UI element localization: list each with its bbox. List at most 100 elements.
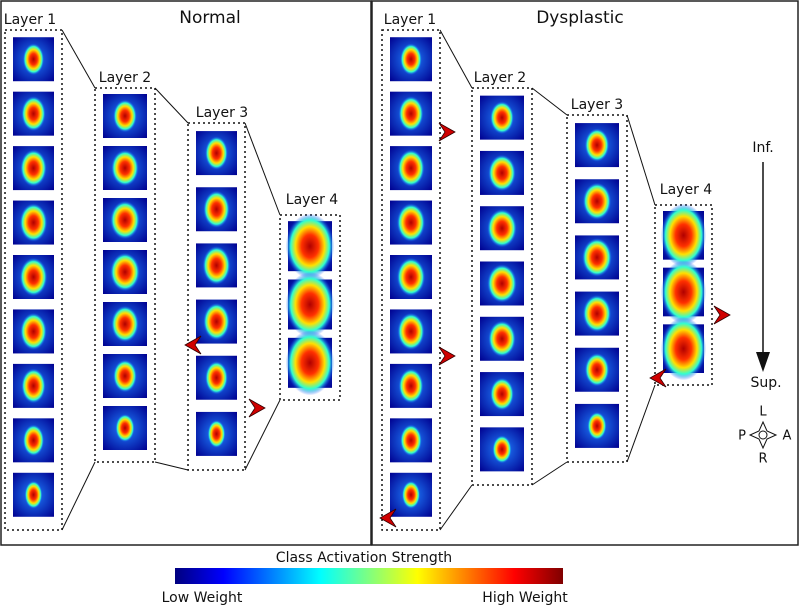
compass-center xyxy=(758,430,768,440)
activation-blob xyxy=(398,96,424,132)
activation-blob xyxy=(111,149,139,187)
connector xyxy=(61,29,96,89)
red-arrowhead xyxy=(438,122,456,142)
inferior-label: Inf. xyxy=(752,140,773,156)
activation-blob xyxy=(488,320,516,357)
connector xyxy=(61,461,96,531)
layer-box xyxy=(94,87,156,463)
connector xyxy=(244,122,281,216)
activation-blob xyxy=(21,368,46,404)
activation-blob xyxy=(19,257,48,297)
activation-blob xyxy=(113,359,137,393)
activation-blob xyxy=(396,257,426,297)
layer-box xyxy=(187,122,246,471)
layer-label: Layer 2 xyxy=(474,70,526,86)
activation-blob xyxy=(113,99,137,133)
activation-blob xyxy=(203,190,230,228)
activation-blob xyxy=(582,182,612,220)
activation-blob xyxy=(401,480,421,509)
activation-blob xyxy=(660,260,707,324)
colorbar-high: High Weight xyxy=(482,590,568,606)
activation-blob xyxy=(398,368,424,404)
layer-label: Layer 3 xyxy=(196,105,248,121)
activation-blob xyxy=(202,246,231,285)
red-arrowhead xyxy=(438,346,456,366)
activation-blob xyxy=(584,128,610,162)
panel-title: Dysplastic xyxy=(536,8,624,28)
red-arrowhead xyxy=(379,508,397,528)
red-arrowhead xyxy=(184,335,202,355)
activation-blob xyxy=(400,43,422,76)
activation-blob xyxy=(20,149,47,187)
activation-blob xyxy=(203,302,230,341)
activation-blob xyxy=(205,136,228,170)
activation-blob xyxy=(111,305,139,343)
layer-label: Layer 4 xyxy=(286,192,338,208)
layer-label: Layer 1 xyxy=(384,12,436,28)
activation-blob xyxy=(20,312,47,351)
activation-blob xyxy=(584,353,610,387)
left-label: L xyxy=(759,405,767,420)
connector xyxy=(626,114,656,206)
red-arrowhead xyxy=(649,368,667,388)
panel-frame xyxy=(371,0,799,546)
colorbar-title: Class Activation Strength xyxy=(276,550,452,566)
connector xyxy=(531,87,568,116)
activation-blob xyxy=(397,312,425,351)
connector xyxy=(531,461,568,486)
layer-box xyxy=(566,114,628,463)
activation-blob xyxy=(490,101,514,135)
posterior-label: P xyxy=(738,429,746,444)
activation-blob xyxy=(285,213,335,279)
colorbar-low: Low Weight xyxy=(162,590,243,606)
activation-blob xyxy=(492,435,512,464)
activation-blob xyxy=(400,424,422,457)
layer-label: Layer 2 xyxy=(99,70,151,86)
connector xyxy=(154,461,189,471)
activation-blob xyxy=(397,149,425,187)
activation-blob xyxy=(22,424,45,457)
activation-blob xyxy=(582,238,612,277)
activation-blob xyxy=(24,480,43,509)
connector xyxy=(439,484,473,531)
connector xyxy=(439,29,473,89)
activation-blob xyxy=(21,96,46,132)
connector xyxy=(244,399,281,471)
panel-frame xyxy=(0,0,372,546)
layer-box xyxy=(381,29,441,531)
activation-blob xyxy=(660,317,707,381)
red-arrowhead xyxy=(713,305,731,325)
activation-blob xyxy=(488,154,516,192)
panel-title: Normal xyxy=(179,8,241,28)
red-arrowhead xyxy=(248,398,266,418)
arrow-head xyxy=(756,352,770,372)
activation-blob xyxy=(587,411,607,440)
connector xyxy=(154,87,189,124)
activation-blob xyxy=(396,203,426,242)
activation-blob xyxy=(285,272,335,337)
activation-blob xyxy=(19,203,48,242)
layer-label: Layer 4 xyxy=(660,182,712,198)
activation-blob xyxy=(487,264,517,303)
layer-box xyxy=(654,204,713,386)
activation-blob xyxy=(207,419,226,448)
orientation: Inf. Sup. L R P A xyxy=(738,140,791,467)
activation-blob xyxy=(582,294,612,333)
layer-box xyxy=(4,29,63,531)
activation-blob xyxy=(487,208,517,248)
layer-label: Layer 1 xyxy=(4,12,56,28)
superior-label: Sup. xyxy=(750,375,781,391)
layer-box xyxy=(471,87,533,486)
connector xyxy=(626,384,656,463)
activation-blob xyxy=(22,43,45,76)
activation-blob xyxy=(115,413,135,443)
colorbar-gradient xyxy=(175,568,563,584)
activation-blob xyxy=(490,377,514,411)
activation-blob xyxy=(205,361,228,395)
activation-blob xyxy=(285,330,335,396)
anterior-label: A xyxy=(783,429,792,444)
activation-blob xyxy=(110,252,140,292)
activation-blob xyxy=(660,203,707,267)
colorbar: Class Activation Strength Low Weight Hig… xyxy=(162,550,569,606)
